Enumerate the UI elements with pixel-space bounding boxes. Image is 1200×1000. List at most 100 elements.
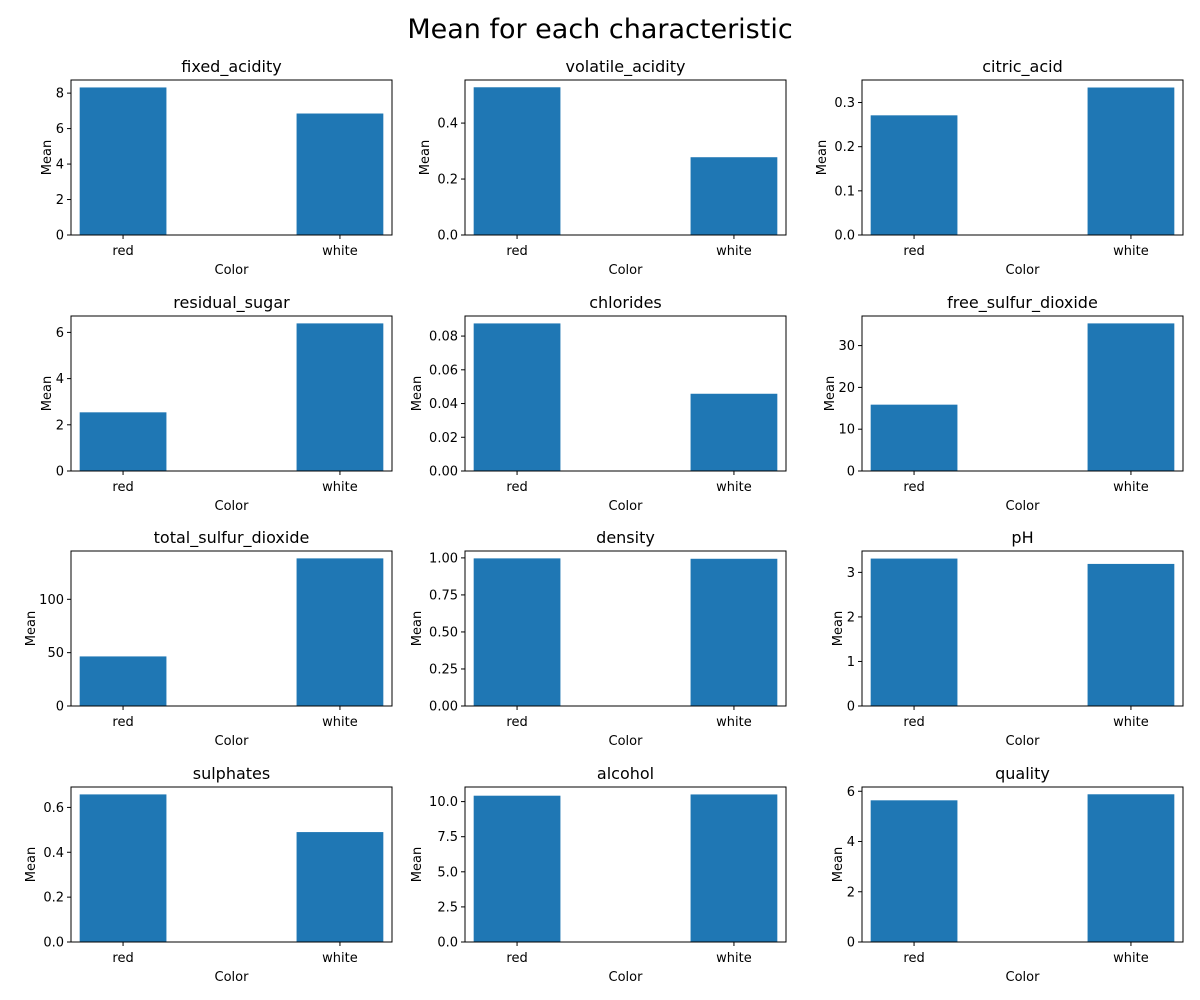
bar-residual_sugar-red xyxy=(79,412,167,471)
x-tick-label: red xyxy=(903,715,924,730)
y-axis-label: Mean xyxy=(24,847,39,882)
axes-frame xyxy=(861,550,1184,707)
bar-citric_acid-white xyxy=(1087,87,1175,235)
x-tick-label: red xyxy=(112,244,133,259)
y-tick-label: 2 xyxy=(56,418,64,433)
y-tick-label: 0.50 xyxy=(429,625,458,640)
y-tick-label: 50 xyxy=(47,646,64,661)
y-tick-label: 6 xyxy=(56,122,64,137)
x-tick-label: red xyxy=(506,480,527,495)
bar-sulphates-white xyxy=(296,832,384,942)
subplot-title: volatile_acidity xyxy=(566,57,686,77)
axes-frame xyxy=(70,315,393,472)
subplot-title: citric_acid xyxy=(982,57,1063,77)
y-tick-label: 0.2 xyxy=(43,891,64,906)
bar-chlorides-white xyxy=(690,393,778,471)
y-axis-label: Mean xyxy=(831,847,846,882)
y-tick-label: 0.4 xyxy=(43,846,64,861)
y-tick-label: 2 xyxy=(56,193,64,208)
y-tick-label: 4 xyxy=(56,372,64,387)
y-tick-label: 4 xyxy=(56,158,64,173)
x-tick-label: white xyxy=(716,715,752,730)
y-axis-label: Mean xyxy=(410,611,425,646)
x-tick-label: white xyxy=(322,715,358,730)
y-tick-label: 0.00 xyxy=(429,465,458,480)
y-axis-label: Mean xyxy=(831,611,846,646)
subplot-alcohol: 0.0 2.5 5.0 7.5 10.0 red white alcohol Color Mean xyxy=(410,764,787,985)
subplot-residual_sugar: 0 2 4 6 red white residual_sugar Color Mean xyxy=(40,293,393,514)
x-tick-label: red xyxy=(506,715,527,730)
bar-chlorides-red xyxy=(473,323,561,471)
subplot-citric_acid: 0.0 0.1 0.2 0.3 red white citric_acid Color Mean xyxy=(815,57,1184,278)
subplot-title: free_sulfur_dioxide xyxy=(947,293,1098,313)
y-tick-label: 0 xyxy=(56,229,64,244)
x-tick-label: white xyxy=(1113,951,1149,966)
x-tick-label: white xyxy=(716,480,752,495)
bar-alcohol-white xyxy=(690,794,778,942)
x-tick-label: red xyxy=(903,480,924,495)
y-tick-label: 0 xyxy=(847,465,855,480)
x-tick-label: white xyxy=(322,480,358,495)
axes-frame xyxy=(464,786,787,943)
y-tick-label: 0 xyxy=(56,465,64,480)
subplot-fixed_acidity: 0 2 4 6 8 red white fixed_acidity Color Mean xyxy=(40,57,393,278)
y-tick-label: 2.5 xyxy=(437,900,458,915)
y-axis-label: Mean xyxy=(410,376,425,411)
bar-volatile_acidity-red xyxy=(473,87,561,235)
bar-residual_sugar-white xyxy=(296,323,384,471)
subplot-density: 0.00 0.25 0.50 0.75 1.00 red white density Color… xyxy=(410,528,787,749)
y-tick-label: 0.6 xyxy=(43,801,64,816)
x-tick-label: red xyxy=(112,480,133,495)
subplot-total_sulfur_dioxide: 0 50 100 red white total_sulfur_dioxide Color M… xyxy=(24,528,393,749)
axes-frame xyxy=(861,315,1184,472)
bar-free_sulfur_dioxide-red xyxy=(870,404,958,471)
y-axis-label: Mean xyxy=(410,847,425,882)
x-tick-label: red xyxy=(112,951,133,966)
bar-citric_acid-red xyxy=(870,115,958,235)
figure-title: Mean for each characteristic xyxy=(407,14,793,45)
x-axis-label: Color xyxy=(215,734,250,749)
subplot-title: total_sulfur_dioxide xyxy=(154,528,310,548)
x-axis-label: Color xyxy=(1006,263,1041,278)
subplot-title: residual_sugar xyxy=(173,293,290,313)
x-axis-label: Color xyxy=(1006,734,1041,749)
y-axis-label: Mean xyxy=(24,611,39,646)
y-tick-label: 3 xyxy=(847,566,855,581)
x-axis-label: Color xyxy=(609,263,644,278)
y-tick-label: 10.0 xyxy=(429,795,458,810)
bar-quality-red xyxy=(870,800,958,942)
bar-volatile_acidity-white xyxy=(690,157,778,235)
y-axis-label: Mean xyxy=(418,140,433,175)
x-tick-label: white xyxy=(322,244,358,259)
y-tick-label: 0 xyxy=(56,700,64,715)
bar-free_sulfur_dioxide-white xyxy=(1087,323,1175,471)
y-tick-label: 0.0 xyxy=(43,936,64,951)
y-tick-label: 0.02 xyxy=(429,431,458,446)
y-tick-label: 0.0 xyxy=(437,936,458,951)
y-tick-label: 30 xyxy=(838,339,855,354)
subplot-title: alcohol xyxy=(597,764,654,783)
y-tick-label: 6 xyxy=(847,785,855,800)
axes-frame xyxy=(464,315,787,472)
bar-pH-red xyxy=(870,558,958,706)
bar-alcohol-red xyxy=(473,795,561,942)
bar-total_sulfur_dioxide-white xyxy=(296,558,384,706)
y-tick-label: 0.2 xyxy=(437,173,458,188)
axes-frame xyxy=(70,550,393,707)
x-tick-label: white xyxy=(322,951,358,966)
y-tick-label: 10 xyxy=(838,423,855,438)
y-axis-label: Mean xyxy=(40,376,55,411)
x-axis-label: Color xyxy=(609,734,644,749)
axes-frame xyxy=(70,79,393,236)
subplot-pH: 0 1 2 3 red white pH Color Mean xyxy=(831,528,1184,749)
bar-density-white xyxy=(690,558,778,706)
y-axis-label: Mean xyxy=(823,376,838,411)
subplot-title: fixed_acidity xyxy=(181,57,281,77)
x-axis-label: Color xyxy=(215,499,250,514)
y-tick-label: 0.0 xyxy=(437,229,458,244)
y-tick-label: 1.00 xyxy=(429,551,458,566)
axes-frame xyxy=(861,786,1184,943)
y-tick-label: 2 xyxy=(847,610,855,625)
y-tick-label: 2 xyxy=(847,885,855,900)
